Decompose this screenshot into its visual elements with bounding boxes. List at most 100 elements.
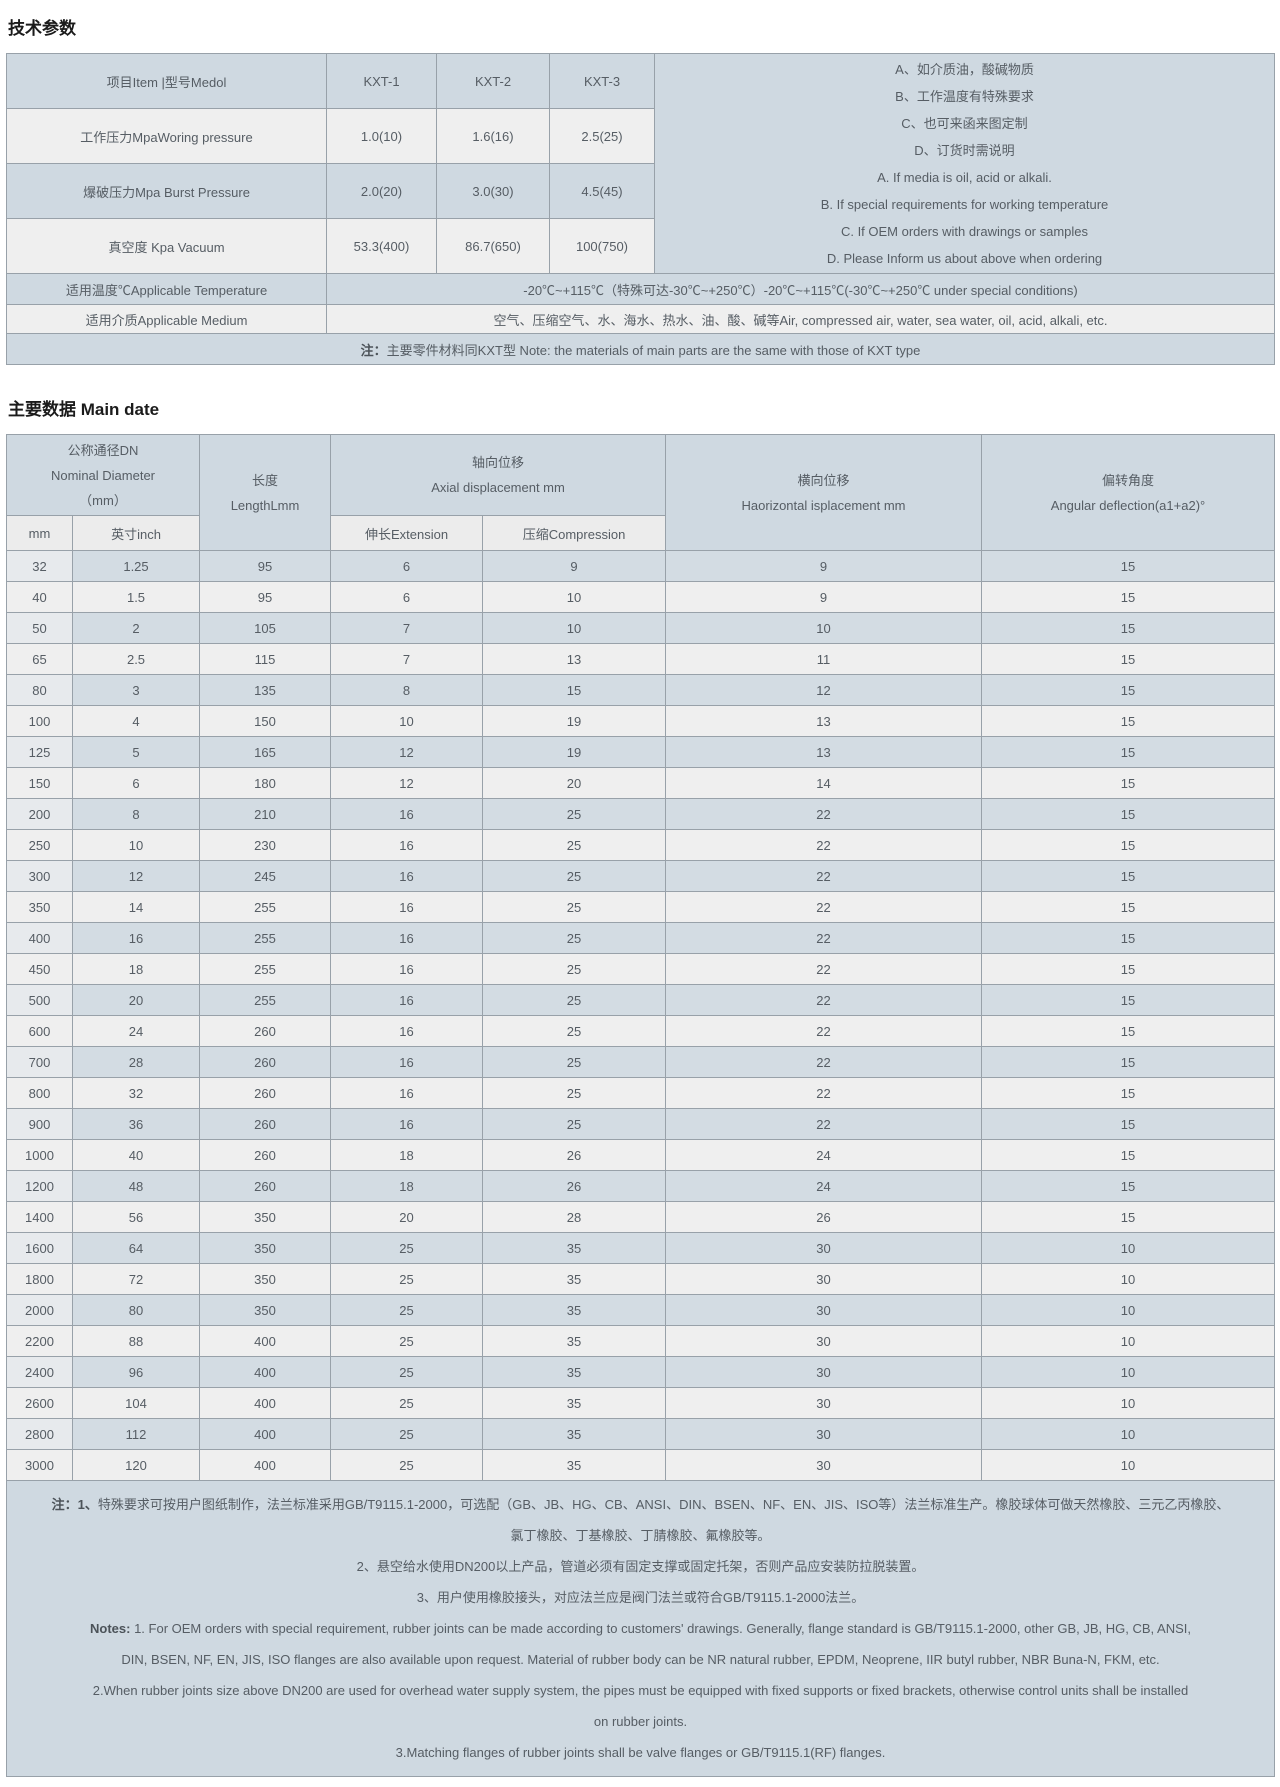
cell: 15 [981, 581, 1276, 613]
cell: 10 [482, 612, 667, 644]
cell: 22 [665, 1015, 983, 1047]
cell: 25 [330, 1387, 484, 1419]
table-row: 80 3 135 8 15 12 15 [6, 674, 1276, 706]
cell: 32 [6, 550, 73, 582]
table-row: 2800 112 400 25 35 30 10 [6, 1418, 1276, 1450]
cell: 1.5 [71, 581, 201, 613]
cell: 13 [482, 643, 667, 675]
note-line: 注：1、特殊要求可按用户图纸制作，法兰标准采用GB/T9115.1-2000，可… [51, 1497, 1230, 1512]
cell: 15 [981, 798, 1276, 830]
cell: 25 [330, 1232, 484, 1264]
row-label-working-pressure: 工作压力MpaWoring pressure [6, 108, 327, 164]
subheader-inch: 英寸inch [71, 515, 201, 551]
cell: 15 [981, 1046, 1276, 1078]
cell: 3000 [6, 1449, 73, 1481]
table-row: 900 36 260 16 25 22 15 [6, 1108, 1276, 1140]
table-row: 65 2.5 115 7 13 11 15 [6, 643, 1276, 675]
value-cell: 53.3(400) [326, 218, 437, 274]
tech-footnote-cell: 注：主要零件材料同KXT型 Note: the materials of mai… [6, 333, 1275, 365]
cell: 6 [71, 767, 201, 799]
side-notes-cell: A、如介质油，酸碱物质 B、工作温度有特殊要求 C、也可来函来图定制 D、订货时需说明… [654, 53, 1275, 274]
cell: 2400 [6, 1356, 73, 1388]
cell: 18 [71, 953, 201, 985]
cell: 96 [71, 1356, 201, 1388]
table-row: 1800 72 350 25 35 30 10 [6, 1263, 1276, 1295]
cell: 35 [482, 1232, 667, 1264]
cell: 13 [665, 736, 983, 768]
cell: 16 [330, 1077, 484, 1109]
cell: 135 [199, 674, 332, 706]
cell: 5 [71, 736, 201, 768]
cell: 30 [665, 1449, 983, 1481]
cell: 10 [981, 1387, 1276, 1419]
cell: 56 [71, 1201, 201, 1233]
cell: 36 [71, 1108, 201, 1140]
cell: 13 [665, 705, 983, 737]
value-cell: 86.7(650) [436, 218, 550, 274]
cell: 25 [482, 860, 667, 892]
header-axial-displacement: 轴向位移 Axial displacement mm [330, 434, 667, 516]
cell: 1200 [6, 1170, 73, 1202]
cell: 1600 [6, 1232, 73, 1264]
table-row: 200 8 210 16 25 22 15 [6, 798, 1276, 830]
cell: 30 [665, 1356, 983, 1388]
cell: 125 [6, 736, 73, 768]
cell: 255 [199, 953, 332, 985]
cell: 80 [6, 674, 73, 706]
cell: 105 [199, 612, 332, 644]
cell: 260 [199, 1170, 332, 1202]
cell: 25 [482, 1108, 667, 1140]
cell: 25 [330, 1263, 484, 1295]
cell: 18 [330, 1170, 484, 1202]
cell: 500 [6, 984, 73, 1016]
cell: 25 [482, 984, 667, 1016]
note-line: 3.Matching flanges of rubber joints shal… [395, 1745, 886, 1760]
table-row: 1200 48 260 18 26 24 15 [6, 1170, 1276, 1202]
table-row: 100 4 150 10 19 13 15 [6, 705, 1276, 737]
cell: 10 [330, 705, 484, 737]
cell: 19 [482, 705, 667, 737]
cell: 35 [482, 1263, 667, 1295]
table-row: 150 6 180 12 20 14 15 [6, 767, 1276, 799]
table-row: 50 2 105 7 10 10 15 [6, 612, 1276, 644]
header-angular-deflection: 偏转角度 Angular deflection(a1+a2)° [981, 434, 1276, 551]
cell: 35 [482, 1356, 667, 1388]
cell: 255 [199, 891, 332, 923]
side-note-line: B、工作温度有特殊要求 [895, 88, 1034, 104]
cell: 35 [482, 1418, 667, 1450]
cell: 350 [199, 1232, 332, 1264]
cell: 24 [665, 1139, 983, 1171]
cell: 10 [981, 1294, 1276, 1326]
cell: 22 [665, 1077, 983, 1109]
table-row: 2600 104 400 25 35 30 10 [6, 1387, 1276, 1419]
cell: 22 [665, 922, 983, 954]
cell: 15 [981, 1201, 1276, 1233]
cell: 115 [199, 643, 332, 675]
side-note-line: A、如介质油，酸碱物质 [895, 61, 1034, 77]
cell: 12 [330, 767, 484, 799]
note-line: 2.When rubber joints size above DN200 ar… [92, 1683, 1189, 1698]
cell: 14 [665, 767, 983, 799]
header-length: 长度 LengthLmm [199, 434, 332, 551]
cell: 3 [71, 674, 201, 706]
table-row: 300 12 245 16 25 22 15 [6, 860, 1276, 892]
row-label-burst-pressure: 爆破压力Mpa Burst Pressure [6, 163, 327, 219]
table-row: 350 14 255 16 25 22 15 [6, 891, 1276, 923]
cell: 16 [330, 953, 484, 985]
cell: 16 [330, 829, 484, 861]
cell: 120 [71, 1449, 201, 1481]
cell: 35 [482, 1294, 667, 1326]
cell: 22 [665, 1108, 983, 1140]
cell: 2600 [6, 1387, 73, 1419]
cell: 15 [981, 860, 1276, 892]
cell: 10 [981, 1449, 1276, 1481]
cell: 104 [71, 1387, 201, 1419]
cell: 12 [330, 736, 484, 768]
cell: 1.25 [71, 550, 201, 582]
cell: 2000 [6, 1294, 73, 1326]
value-cell: 4.5(45) [549, 163, 655, 219]
cell: 88 [71, 1325, 201, 1357]
cell: 32 [71, 1077, 201, 1109]
cell: 10 [981, 1418, 1276, 1450]
note-line: 氯丁橡胶、丁基橡胶、丁腈橡胶、氟橡胶等。 [510, 1528, 771, 1543]
